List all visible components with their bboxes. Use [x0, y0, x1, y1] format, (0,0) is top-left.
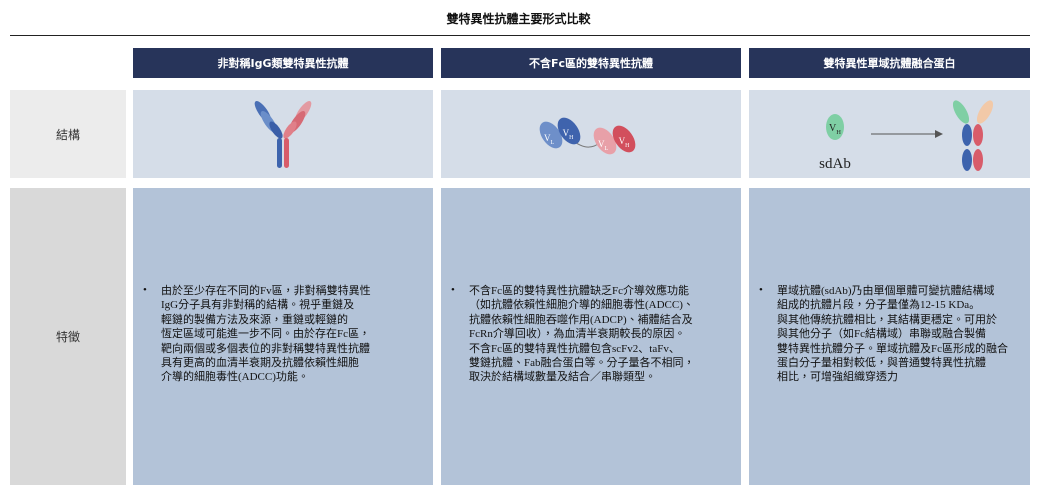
structure-cell: VH sdAb — [749, 90, 1030, 178]
domain-label: VH — [829, 123, 841, 136]
text-line: 相比，可增強組織穿透力 — [777, 371, 898, 384]
text-line: 不含Fc區的雙特異性抗體缺乏Fc介導效應功能 — [469, 285, 689, 297]
text-line: 抗體依賴性細胞吞噬作用(ADCP)、補體結合及 — [469, 313, 693, 326]
text-line: 與其他分子（如Fc結構域）串聯或融合製備 — [777, 328, 986, 341]
feature-text: 單域抗體(sdAb)乃由單個單體可變抗體結構域 組成的抗體片段，分子量僅為12-1… — [777, 284, 1008, 385]
text-line: 恆定區域可能進一步不同。由於存在Fc區， — [161, 328, 370, 341]
bullet: • — [759, 284, 763, 296]
column-header: 非對稱IgG類雙特異性抗體 — [133, 48, 433, 78]
text-line: IgG分子具有非對稱的結構。視乎重鏈及 — [161, 299, 355, 312]
domain-label: VL — [544, 133, 555, 146]
text-line: （如抗體依賴性細胞介導的細胞毒性(ADCC)、 — [469, 299, 694, 312]
feature-cell: • 由於至少存在不同的Fv區，非對稱雙特異性 IgG分子具有非對稱的結構。視乎重鏈及… — [133, 188, 433, 485]
text-line: 組成的抗體片段，分子量僅為12-15 KDa。 — [777, 299, 981, 312]
text-line: 靶向兩個或多個表位的非對稱雙特異性抗體 — [161, 342, 370, 355]
label-base: V — [829, 123, 837, 134]
label-sub: H — [569, 135, 574, 141]
text-line: 輕鏈的製備方法及來源，重鏈或輕鏈的 — [161, 313, 348, 326]
text-line: 不含Fc區的雙特異性抗體包含scFv2、taFv、 — [469, 342, 680, 355]
label-base: V — [544, 133, 551, 143]
text-line: 單域抗體(sdAb)乃由單個單體可變抗體結構域 — [777, 285, 995, 297]
text-line: 具有更高的血清半衰期及抗體依賴性細胞 — [161, 357, 359, 370]
label-base: V — [598, 139, 605, 149]
label-sub: H — [836, 129, 841, 136]
label-base: sdAb — [819, 156, 851, 172]
feature-cell: • 不含Fc區的雙特異性抗體缺乏Fc介導效應功能 （如抗體依賴性細胞介導的細胞毒性(… — [441, 188, 741, 485]
structure-cell: VL VH VL VH — [441, 90, 741, 178]
text-line: FcRn介導回收），為血清半衰期較長的原因。 — [469, 328, 686, 341]
domain-label: VL — [598, 139, 609, 152]
feature-cell: • 單域抗體(sdAb)乃由單個單體可變抗體結構域 組成的抗體片段，分子量僅為12-… — [749, 188, 1030, 485]
domain-label: VH — [619, 136, 631, 149]
feature-text: 由於至少存在不同的Fv區，非對稱雙特異性 IgG分子具有非對稱的結構。視乎重鏈及輕… — [161, 284, 371, 385]
label-sub: L — [604, 146, 608, 152]
row-label: 特徵 — [10, 188, 126, 485]
text-line: 由於至少存在不同的Fv區，非對稱雙特異性 — [161, 285, 371, 297]
feature-text: 不含Fc區的雙特異性抗體缺乏Fc介導效應功能 （如抗體依賴性細胞介導的細胞毒性(A… — [469, 284, 695, 385]
bullet: • — [143, 284, 147, 296]
label-base: V — [619, 136, 626, 146]
label-base: V — [563, 128, 570, 138]
antibody-diagram — [254, 101, 312, 168]
text-line: 取決於結構域數量及結合／串聯類型。 — [469, 371, 656, 384]
label-sub: L — [550, 140, 554, 146]
text-line: 雙特異性抗體分子。單域抗體及Fc區形成的融合 — [777, 342, 1008, 355]
label-sub: H — [625, 143, 630, 149]
rule — [10, 35, 1030, 36]
text-line: 蛋白分子量相對較低，與普通雙特異性抗體 — [777, 357, 986, 370]
text-line: 與其他傳統抗體相比，其結構更穩定。可用於 — [777, 313, 997, 326]
domain-label: VH — [563, 128, 575, 141]
structure-cell — [133, 90, 433, 178]
text-line: 雙鏈抗體、Fab融合蛋白等。分子量各不相同， — [469, 357, 695, 370]
page-title: 雙特異性抗體主要形式比較 — [446, 12, 591, 26]
bullet: • — [451, 284, 455, 296]
text-line: 介導的細胞毒性(ADCC)功能。 — [161, 371, 309, 384]
column-header: 雙特異性單域抗體融合蛋白 — [749, 48, 1030, 78]
domain-label: sdAb — [819, 156, 851, 172]
column-header: 不含Fc區的雙特異性抗體 — [441, 48, 741, 78]
row-label: 結構 — [10, 90, 126, 178]
